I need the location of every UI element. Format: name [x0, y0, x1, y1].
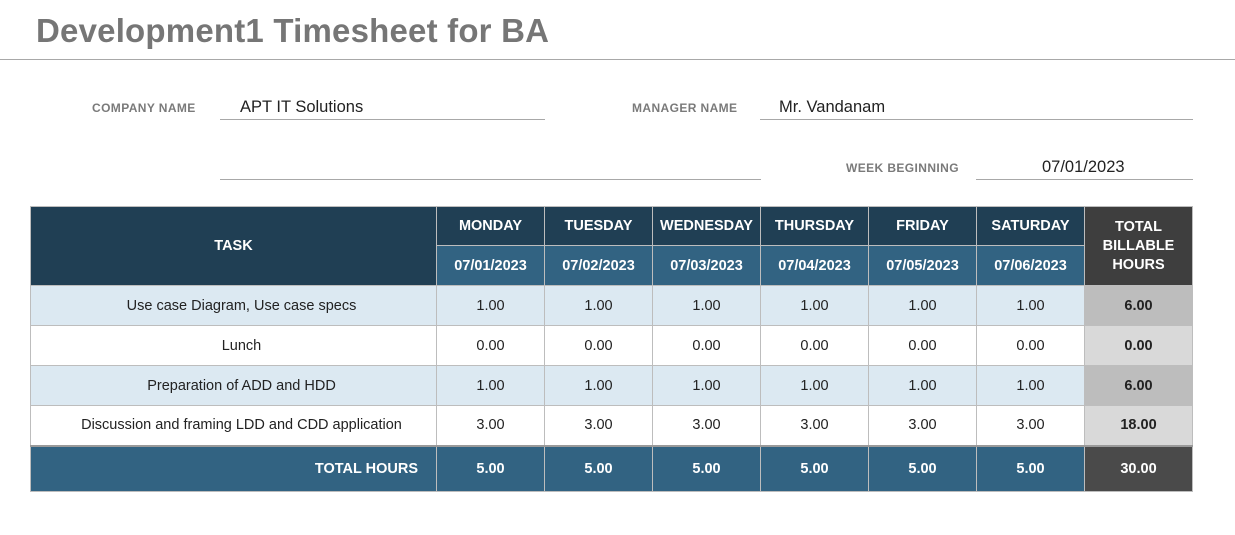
date-header-saturday: 07/06/2023: [976, 245, 1085, 286]
date-header-thursday: 07/04/2023: [760, 245, 869, 286]
hours-cell[interactable]: 1.00: [652, 365, 761, 406]
day-header-wednesday: WEDNESDAY: [652, 206, 761, 246]
hours-cell[interactable]: 1.00: [436, 365, 545, 406]
table-row: Lunch 0.00 0.00 0.00 0.00 0.00 0.00 0.00: [30, 325, 1193, 366]
row-total-cell: 6.00: [1084, 365, 1193, 406]
day-header-saturday: SATURDAY: [976, 206, 1085, 246]
hours-cell[interactable]: 1.00: [868, 365, 977, 406]
row-total-cell: 0.00: [1084, 325, 1193, 366]
task-cell[interactable]: Lunch: [30, 325, 437, 366]
hours-cell[interactable]: 3.00: [868, 405, 977, 446]
hours-cell[interactable]: 0.00: [652, 325, 761, 366]
company-name-value[interactable]: APT IT Solutions: [240, 98, 364, 116]
company-name-label: COMPANY NAME: [92, 101, 196, 115]
task-cell[interactable]: Discussion and framing LDD and CDD appli…: [30, 405, 437, 446]
grand-total-cell: 30.00: [1084, 444, 1193, 492]
table-row: Use case Diagram, Use case specs 1.00 1.…: [30, 285, 1193, 326]
hours-cell[interactable]: 3.00: [652, 405, 761, 446]
hours-cell[interactable]: 0.00: [976, 325, 1085, 366]
total-hours-label: TOTAL HOURS: [30, 444, 437, 492]
date-header-tuesday: 07/02/2023: [544, 245, 653, 286]
day-total-cell: 5.00: [652, 444, 761, 492]
row-total-cell: 18.00: [1084, 405, 1193, 446]
blank-field-underline: [220, 179, 761, 180]
task-cell[interactable]: Use case Diagram, Use case specs: [30, 285, 437, 326]
hours-cell[interactable]: 0.00: [868, 325, 977, 366]
date-header-friday: 07/05/2023: [868, 245, 977, 286]
timesheet-table: TASK MONDAY TUESDAY WEDNESDAY THURSDAY F…: [30, 206, 1193, 492]
day-header-monday: MONDAY: [436, 206, 545, 246]
hours-cell[interactable]: 3.00: [436, 405, 545, 446]
hours-cell[interactable]: 1.00: [760, 365, 869, 406]
day-total-cell: 5.00: [760, 444, 869, 492]
manager-name-underline: [760, 119, 1193, 120]
table-row: Preparation of ADD and HDD 1.00 1.00 1.0…: [30, 365, 1193, 406]
title-divider: [0, 59, 1235, 60]
page-title: Development1 Timesheet for BA: [36, 12, 550, 49]
hours-cell[interactable]: 1.00: [760, 285, 869, 326]
hours-cell[interactable]: 1.00: [976, 365, 1085, 406]
hours-cell[interactable]: 1.00: [976, 285, 1085, 326]
week-beginning-label: WEEK BEGINNING: [846, 161, 959, 175]
total-billable-hours-header: TOTAL BILLABLE HOURS: [1084, 206, 1193, 286]
day-total-cell: 5.00: [868, 444, 977, 492]
hours-cell[interactable]: 1.00: [652, 285, 761, 326]
hours-cell[interactable]: 1.00: [436, 285, 545, 326]
hours-cell[interactable]: 1.00: [544, 365, 653, 406]
hours-cell[interactable]: 3.00: [544, 405, 653, 446]
totals-row: TOTAL HOURS 5.00 5.00 5.00 5.00 5.00 5.0…: [30, 444, 1193, 492]
hours-cell[interactable]: 1.00: [544, 285, 653, 326]
day-total-cell: 5.00: [436, 444, 545, 492]
task-column-header: TASK: [30, 206, 437, 286]
hours-cell[interactable]: 0.00: [544, 325, 653, 366]
hours-cell[interactable]: 1.00: [868, 285, 977, 326]
hours-cell[interactable]: 0.00: [436, 325, 545, 366]
total-billable-hours-header-text: TOTAL BILLABLE HOURS: [1102, 218, 1175, 273]
day-header-friday: FRIDAY: [868, 206, 977, 246]
hours-cell[interactable]: 0.00: [760, 325, 869, 366]
table-row: Discussion and framing LDD and CDD appli…: [30, 405, 1193, 446]
manager-name-value[interactable]: Mr. Vandanam: [779, 98, 886, 116]
manager-name-label: MANAGER NAME: [632, 101, 738, 115]
week-beginning-value[interactable]: 07/01/2023: [1042, 158, 1125, 176]
date-header-wednesday: 07/03/2023: [652, 245, 761, 286]
row-total-cell: 6.00: [1084, 285, 1193, 326]
day-header-thursday: THURSDAY: [760, 206, 869, 246]
hours-cell[interactable]: 3.00: [976, 405, 1085, 446]
week-beginning-underline: [976, 179, 1193, 180]
company-name-underline: [220, 119, 545, 120]
hours-cell[interactable]: 3.00: [760, 405, 869, 446]
date-header-monday: 07/01/2023: [436, 245, 545, 286]
day-header-tuesday: TUESDAY: [544, 206, 653, 246]
day-total-cell: 5.00: [544, 444, 653, 492]
day-total-cell: 5.00: [976, 444, 1085, 492]
task-cell[interactable]: Preparation of ADD and HDD: [30, 365, 437, 406]
